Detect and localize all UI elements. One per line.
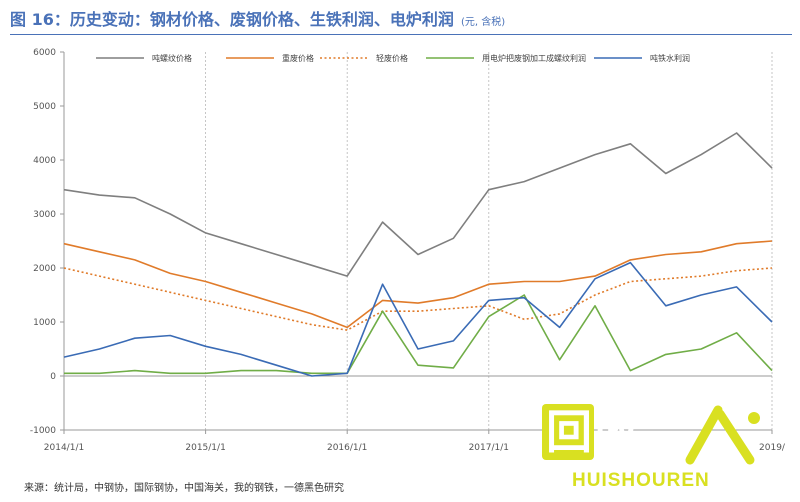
legend-label: 吨铁水利润	[650, 53, 690, 63]
legend-label: 轻废价格	[376, 53, 408, 63]
watermark-logo: 回收 HUISHOUREN	[540, 398, 780, 498]
grid	[205, 52, 773, 430]
y-tick-label: 1000	[33, 318, 56, 328]
watermark-dot	[748, 412, 760, 424]
series-line	[63, 240, 773, 329]
x-tick-label: 2014/1/1	[44, 443, 84, 453]
y-tick-label: 6000	[33, 48, 56, 58]
legend-label: 吨螺纹价格	[152, 53, 192, 63]
watermark-stroke-right	[715, 409, 755, 465]
legend-label: 用电炉把废钢加工成螺纹利润	[482, 53, 586, 63]
watermark-main-text: 回收	[546, 406, 642, 458]
watermark-box	[542, 404, 594, 460]
x-tick-label: 2015/1/1	[185, 443, 225, 453]
chart-title: 图 16：历史变动：钢材价格、废钢价格、生铁利润、电炉利润	[10, 10, 454, 29]
legend: 吨螺纹价格 重废价格 轻废价格 用电炉把废钢加工成螺纹利润 吨铁水利润	[96, 53, 690, 63]
x-tick-label: 2017/1/1	[469, 443, 509, 453]
legend-label: 重废价格	[282, 53, 314, 63]
y-tick-label: -1000	[30, 426, 56, 436]
x-tick-label: 2016/1/1	[327, 443, 367, 453]
watermark-latin-text: HUISHOUREN	[572, 470, 710, 491]
y-tick-label: 4000	[33, 156, 56, 166]
y-tick-label: 3000	[33, 210, 56, 220]
series-line	[63, 132, 773, 277]
series-line	[64, 294, 773, 375]
y-tick-label: 0	[50, 372, 56, 382]
y-tick-label: 5000	[33, 102, 56, 112]
watermark-stroke-left	[685, 405, 723, 465]
y-tick-label: 2000	[33, 264, 56, 274]
axes: -1000 0 1000 2000 3000 4000 5000 6000 2014/1/1 20…	[30, 48, 786, 453]
series-line	[63, 261, 773, 377]
series-line	[63, 267, 773, 331]
source-note: 来源：统计局，中钢协，国际钢协，中国海关，我的钢铁，一德黑色研究	[24, 483, 344, 494]
figure-title: 图 16：历史变动：钢材价格、废钢价格、生铁利润、电炉利润 (元, 含税)	[10, 6, 505, 32]
title-divider	[10, 34, 792, 35]
series-lines	[63, 132, 773, 377]
watermark-graphic	[542, 404, 760, 465]
x-tick-label: 2019/	[759, 443, 786, 453]
chart-unit: (元, 含税)	[460, 17, 506, 28]
